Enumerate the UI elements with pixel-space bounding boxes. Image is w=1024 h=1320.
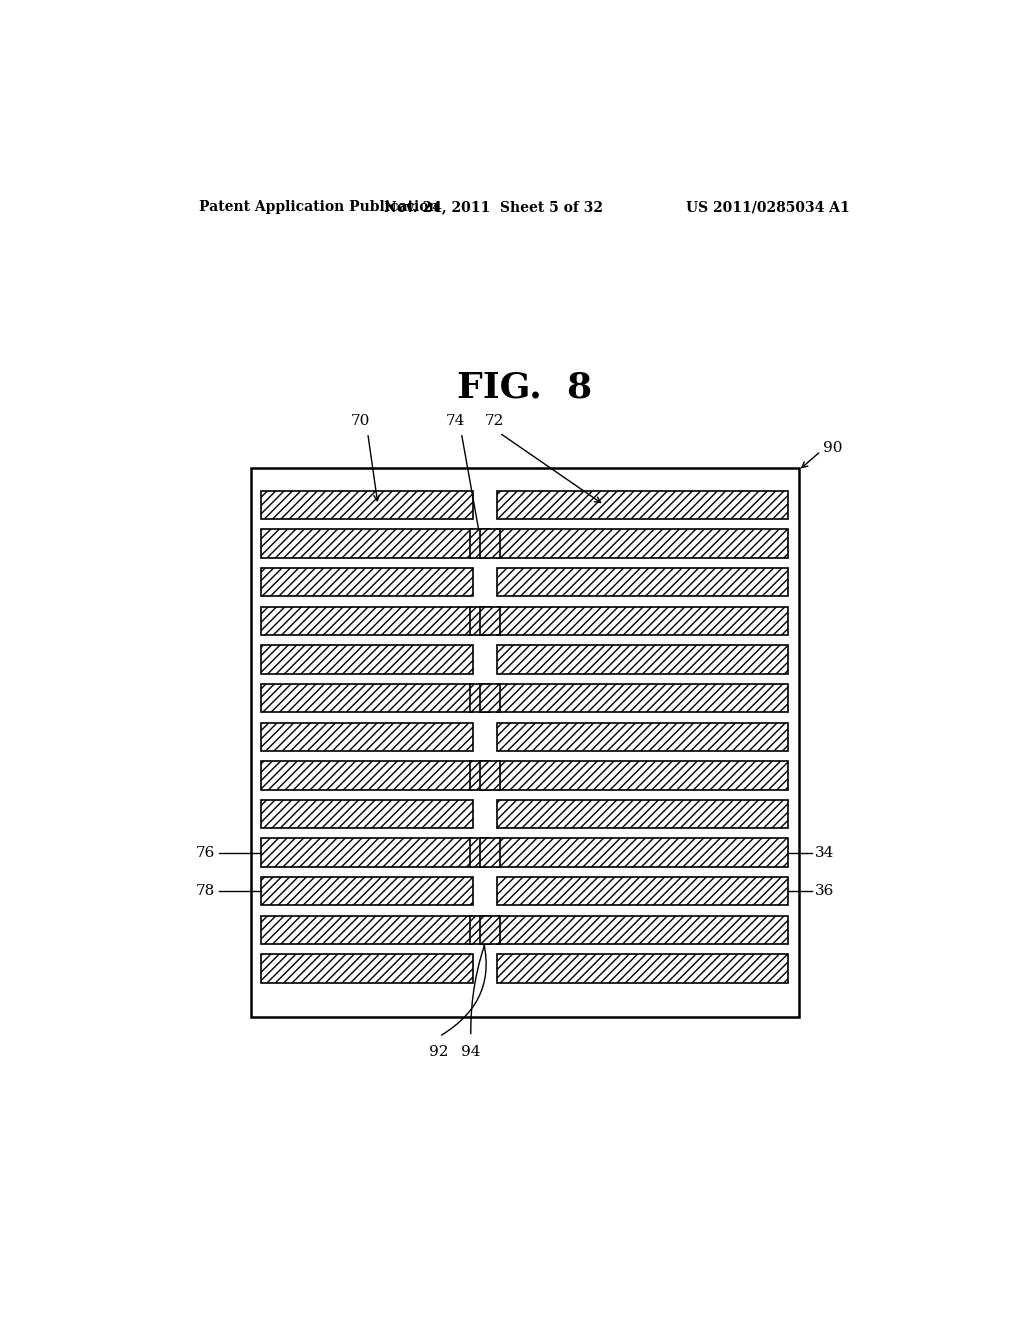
Text: FIG.  8: FIG. 8 (458, 370, 592, 404)
Bar (470, 916, 490, 944)
Bar (497, 607, 788, 635)
Text: 94: 94 (461, 1044, 480, 1059)
Text: 76: 76 (196, 846, 215, 859)
Bar (480, 684, 500, 713)
Text: 74: 74 (445, 413, 465, 428)
Bar (261, 762, 472, 789)
Text: Nov. 24, 2011  Sheet 5 of 32: Nov. 24, 2011 Sheet 5 of 32 (384, 201, 602, 214)
Text: 70: 70 (351, 413, 371, 428)
Bar (497, 876, 788, 906)
Bar (261, 876, 473, 906)
Bar (480, 762, 500, 789)
Bar (497, 762, 788, 789)
Bar (261, 491, 473, 519)
Bar (261, 645, 473, 673)
Bar (497, 954, 788, 982)
Text: 72: 72 (485, 413, 505, 428)
Bar (497, 916, 788, 944)
Bar (480, 916, 500, 944)
Text: 78: 78 (196, 884, 215, 898)
Bar (497, 529, 788, 558)
Bar (497, 568, 788, 597)
Bar (470, 838, 490, 867)
Bar (480, 607, 500, 635)
Bar (261, 838, 472, 867)
Bar (261, 684, 472, 713)
Bar (497, 684, 788, 713)
Text: 90: 90 (823, 441, 843, 455)
Bar (497, 491, 788, 519)
Bar (480, 529, 500, 558)
Text: 36: 36 (815, 884, 835, 898)
Bar (251, 469, 799, 1018)
Bar (261, 568, 473, 597)
Bar (261, 722, 473, 751)
Text: US 2011/0285034 A1: US 2011/0285034 A1 (686, 201, 850, 214)
Text: 92: 92 (429, 1044, 449, 1059)
Bar (470, 762, 490, 789)
Bar (470, 684, 490, 713)
Bar (497, 645, 788, 673)
Bar (470, 529, 490, 558)
Bar (470, 607, 490, 635)
Bar (261, 800, 473, 828)
Bar (497, 722, 788, 751)
Bar (261, 529, 472, 558)
Bar (480, 838, 500, 867)
Bar (261, 607, 472, 635)
Text: Patent Application Publication: Patent Application Publication (200, 201, 439, 214)
Text: 34: 34 (815, 846, 835, 859)
Bar (261, 954, 473, 982)
Bar (497, 838, 788, 867)
Bar (497, 800, 788, 828)
Bar (261, 916, 472, 944)
